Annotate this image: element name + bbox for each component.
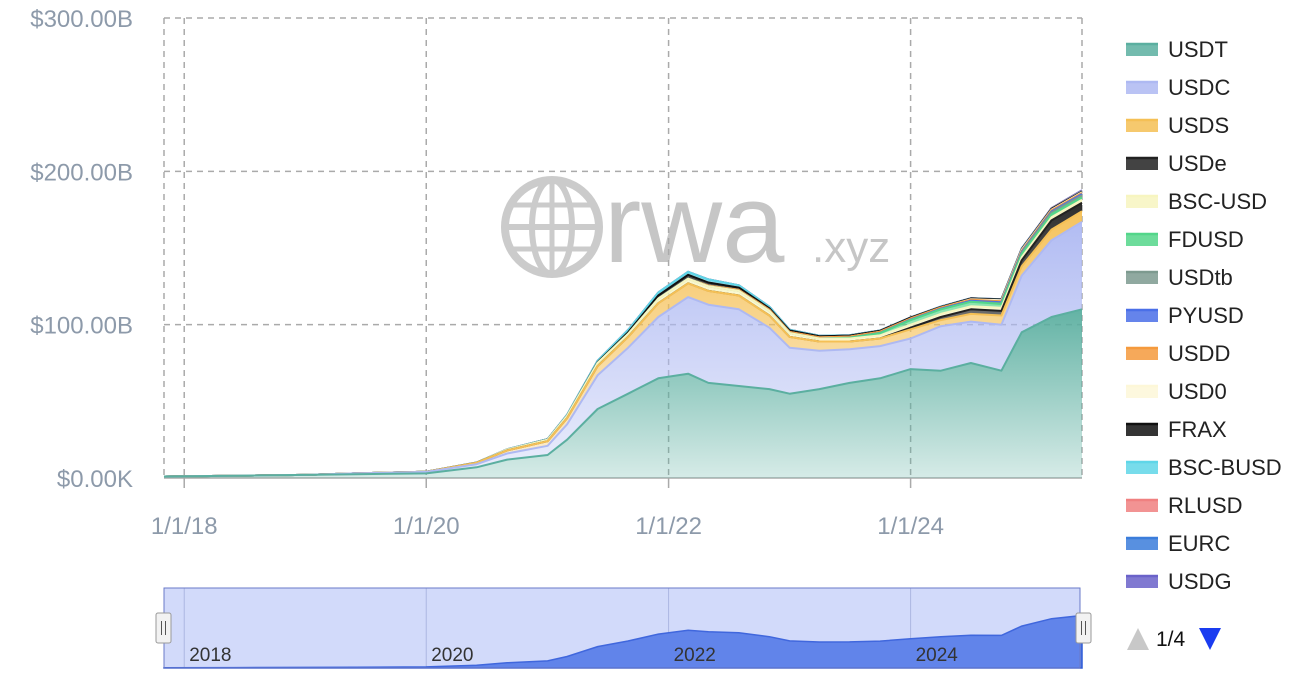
legend-item-usdt[interactable]: USDT <box>1126 37 1228 62</box>
legend-item-bsc-busd[interactable]: BSC-BUSD <box>1126 455 1282 480</box>
globe-icon <box>501 176 603 278</box>
legend-item-usds[interactable]: USDS <box>1126 113 1229 138</box>
triangle-up-icon[interactable] <box>1127 628 1149 650</box>
navigator-year-label: 2022 <box>674 645 716 666</box>
legend-swatch <box>1126 234 1158 246</box>
y-tick-label: $200.00B <box>30 159 133 186</box>
navigator-year-label: 2018 <box>189 645 231 666</box>
legend-swatch <box>1126 272 1158 284</box>
navigator-selection[interactable] <box>163 587 1081 669</box>
x-axis: 1/1/18 1/1/20 1/1/22 1/1/24 <box>151 478 944 540</box>
legend-item-fdusd[interactable]: FDUSD <box>1126 227 1244 252</box>
legend-item-usde[interactable]: USDe <box>1126 151 1227 176</box>
x-tick-label: 1/1/24 <box>877 513 944 540</box>
y-axis: $0.00K $100.00B $200.00B $300.00B <box>30 6 133 493</box>
watermark-suffix: .xyz <box>812 223 890 272</box>
y-tick-label: $100.00B <box>30 313 133 340</box>
legend-swatch <box>1126 462 1158 474</box>
legend-label: USDe <box>1168 151 1227 176</box>
legend-page-indicator: 1/4 <box>1156 628 1186 651</box>
legend-item-usdg[interactable]: USDG <box>1126 569 1232 594</box>
legend: USDT USDC USDS USDe BSC-USD FDUSD USDtb PYUSD US… <box>1126 37 1282 594</box>
legend-item-bsc-usd[interactable]: BSC-USD <box>1126 189 1267 214</box>
legend-label: USDS <box>1168 113 1229 138</box>
legend-label: RLUSD <box>1168 493 1243 518</box>
legend-swatch <box>1126 44 1158 56</box>
legend-label: USDG <box>1168 569 1232 594</box>
area-usdt <box>164 309 1082 478</box>
legend-item-pyusd[interactable]: PYUSD <box>1126 303 1244 328</box>
legend-item-usdc[interactable]: USDC <box>1126 75 1230 100</box>
range-navigator[interactable]: 2018 2020 2022 2024 <box>155 587 1092 669</box>
legend-label: USDtb <box>1168 265 1233 290</box>
legend-item-usd0[interactable]: USD0 <box>1126 379 1227 404</box>
line-usdc <box>163 221 1083 478</box>
line-usdt <box>163 308 1083 478</box>
x-tick-label: 1/1/18 <box>151 513 218 540</box>
legend-swatch <box>1126 500 1158 512</box>
watermark-text: rwa <box>604 161 785 286</box>
navigator-year-label: 2024 <box>916 645 959 666</box>
y-tick-label: $0.00K <box>57 466 133 493</box>
legend-swatch <box>1126 424 1158 436</box>
navigator-handle-left[interactable] <box>155 612 172 644</box>
legend-swatch <box>1126 576 1158 588</box>
navigator-labels: 2018 2020 2022 2024 <box>189 645 958 666</box>
y-tick-label: $300.00B <box>30 6 133 33</box>
legend-swatch <box>1126 196 1158 208</box>
legend-label: USDT <box>1168 37 1228 62</box>
legend-item-rlusd[interactable]: RLUSD <box>1126 493 1243 518</box>
legend-swatch <box>1126 348 1158 360</box>
legend-label: BSC-BUSD <box>1168 455 1282 480</box>
legend-item-usdd[interactable]: USDD <box>1126 341 1230 366</box>
legend-swatch <box>1126 120 1158 132</box>
legend-pager: 1/4 <box>1127 628 1221 651</box>
legend-swatch <box>1126 310 1158 322</box>
navigator-handle-right[interactable] <box>1075 612 1092 644</box>
watermark: rwa .xyz <box>501 161 890 286</box>
legend-label: USDC <box>1168 75 1230 100</box>
legend-label: EURC <box>1168 531 1230 556</box>
area-usdc <box>164 221 1082 477</box>
legend-item-frax[interactable]: FRAX <box>1126 417 1227 442</box>
legend-swatch <box>1126 386 1158 398</box>
x-tick-label: 1/1/20 <box>393 513 460 540</box>
legend-label: USD0 <box>1168 379 1227 404</box>
triangle-down-icon[interactable] <box>1199 628 1221 650</box>
legend-swatch <box>1126 158 1158 170</box>
legend-label: BSC-USD <box>1168 189 1267 214</box>
x-tick-label: 1/1/22 <box>635 513 702 540</box>
navigator-year-label: 2020 <box>431 645 473 666</box>
area-usds <box>164 211 1082 477</box>
legend-item-eurc[interactable]: EURC <box>1126 531 1230 556</box>
legend-swatch <box>1126 82 1158 94</box>
legend-label: USDD <box>1168 341 1230 366</box>
legend-item-usdtb[interactable]: USDtb <box>1126 265 1233 290</box>
legend-label: FDUSD <box>1168 227 1244 252</box>
navigator-area <box>163 614 1083 669</box>
legend-swatch <box>1126 538 1158 550</box>
legend-label: PYUSD <box>1168 303 1244 328</box>
area-series <box>163 189 1083 478</box>
legend-label: FRAX <box>1168 417 1227 442</box>
